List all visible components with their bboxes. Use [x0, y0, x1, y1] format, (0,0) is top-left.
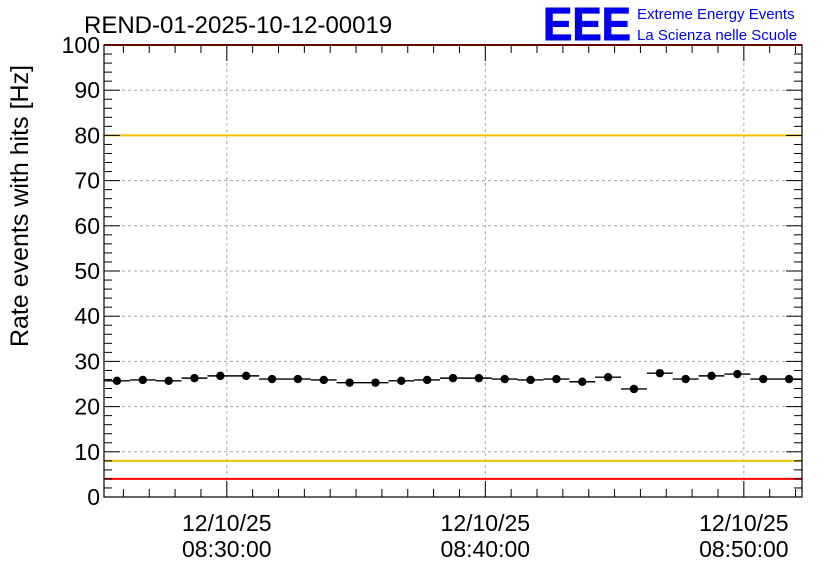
logo-mark: EEE — [543, 0, 631, 50]
x-tick-label-date: 12/10/25 — [182, 510, 272, 536]
data-points — [104, 368, 802, 394]
y-tick-label: 0 — [87, 484, 100, 510]
y-tick-label: 60 — [74, 213, 100, 239]
y-axis-label: Rate events with hits [Hz] — [6, 65, 34, 347]
data-point — [422, 375, 432, 385]
logo-line-2: La Scienza nelle Scuole — [637, 27, 797, 44]
data-point — [112, 376, 122, 386]
data-point — [681, 374, 690, 384]
data-point — [448, 373, 458, 383]
data-point — [707, 371, 716, 381]
y-tick-label: 100 — [62, 32, 100, 58]
axis-ticks — [104, 44, 802, 498]
data-point — [526, 375, 535, 385]
y-tick-label: 30 — [74, 348, 100, 374]
x-tick-label-time: 08:30:00 — [182, 536, 272, 562]
x-tick-label-time: 08:50:00 — [699, 536, 789, 562]
x-tick-label-time: 08:40:00 — [441, 536, 531, 562]
data-point — [267, 374, 277, 384]
y-tick-label: 40 — [74, 303, 100, 329]
data-point — [319, 375, 328, 385]
data-point — [603, 373, 613, 382]
data-point — [371, 378, 380, 387]
data-point — [629, 384, 639, 394]
data-point — [164, 376, 173, 386]
data-point — [733, 369, 742, 379]
data-point — [216, 371, 225, 381]
y-tick-label: 10 — [74, 439, 100, 465]
data-point — [138, 375, 147, 385]
data-point — [784, 374, 794, 384]
data-point — [759, 374, 768, 384]
y-tick-label: 80 — [74, 122, 100, 148]
data-point — [578, 377, 587, 386]
data-point — [345, 378, 354, 387]
logo-line-1: Extreme Energy Events — [637, 6, 795, 23]
y-tick-label: 20 — [74, 394, 100, 420]
data-point — [552, 374, 561, 384]
y-tick-label: 70 — [74, 168, 100, 194]
data-point — [293, 374, 303, 384]
chart-title: REND-01-2025-10-12-00019 — [84, 12, 392, 39]
data-point — [190, 373, 199, 383]
x-tick-label-date: 12/10/25 — [441, 510, 531, 536]
tick-labels: 010203040506070809010012/10/2508:30:0012… — [62, 32, 789, 562]
data-point — [474, 373, 484, 383]
data-point — [241, 371, 251, 381]
data-point — [500, 374, 509, 384]
y-tick-label: 50 — [74, 258, 100, 284]
y-tick-label: 90 — [74, 77, 100, 103]
data-point — [655, 368, 665, 378]
x-tick-label-date: 12/10/25 — [699, 510, 789, 536]
data-point — [397, 376, 406, 386]
grid — [104, 45, 802, 497]
eee-logo: EEE Extreme Energy Events La Scienza nel… — [543, 0, 798, 51]
